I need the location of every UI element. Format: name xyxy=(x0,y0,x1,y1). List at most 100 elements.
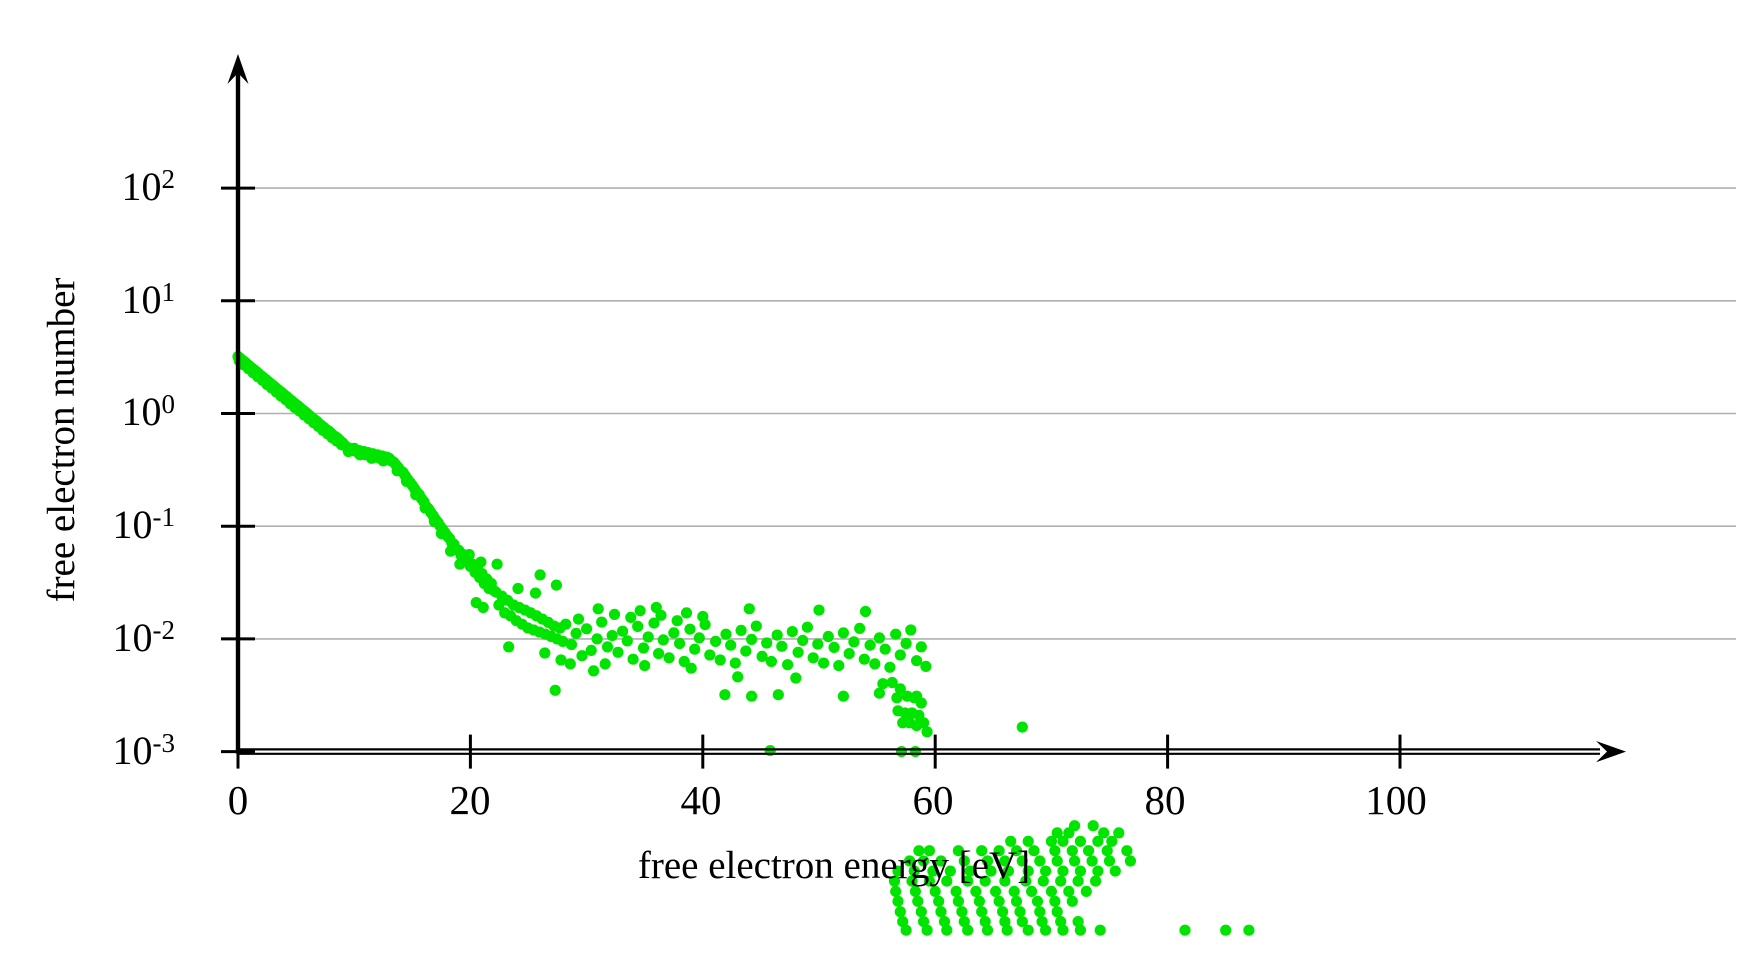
data-point xyxy=(976,906,988,918)
data-point xyxy=(512,582,524,595)
data-point xyxy=(897,916,909,928)
data-point xyxy=(859,605,872,618)
data-point xyxy=(952,895,965,907)
data-point xyxy=(617,625,629,637)
data-point xyxy=(818,657,830,669)
data-point xyxy=(918,717,930,729)
data-point xyxy=(1080,885,1092,898)
data-point xyxy=(1031,895,1044,907)
data-point xyxy=(557,635,569,648)
data-point xyxy=(1243,924,1255,936)
data-point xyxy=(653,648,665,660)
data-point xyxy=(366,452,378,464)
data-point xyxy=(463,549,475,561)
data-point xyxy=(419,502,431,514)
data-point xyxy=(964,865,976,877)
data-point xyxy=(858,653,870,665)
data-point xyxy=(981,924,994,936)
data-point xyxy=(1092,835,1104,847)
data-point xyxy=(894,683,906,695)
data-point xyxy=(886,676,898,689)
data-point xyxy=(493,599,505,611)
data-point xyxy=(1051,855,1063,867)
data-point xyxy=(891,692,903,704)
data-point xyxy=(765,655,778,668)
data-point xyxy=(693,632,705,644)
data-point xyxy=(879,643,891,655)
data-point xyxy=(854,622,866,635)
data-point xyxy=(941,924,953,936)
x-tick-label-100: 100 xyxy=(1365,777,1427,823)
data-point xyxy=(900,924,912,936)
data-point xyxy=(1069,855,1081,867)
data-point xyxy=(958,916,970,928)
data-point xyxy=(1057,865,1069,877)
data-point xyxy=(1020,875,1032,887)
data-point xyxy=(570,627,582,640)
data-point xyxy=(912,895,924,907)
data-point xyxy=(873,632,886,644)
data-point xyxy=(935,906,947,918)
data-point xyxy=(560,618,572,630)
data-point xyxy=(678,655,690,668)
data-point xyxy=(905,624,917,636)
data-point xyxy=(1002,865,1015,877)
data-point xyxy=(1051,906,1063,918)
data-point xyxy=(923,875,936,887)
data-point xyxy=(663,652,675,664)
data-point xyxy=(900,637,912,650)
y-tick-label-0.01: 10-2 xyxy=(112,614,176,661)
data-point xyxy=(1008,885,1020,898)
data-point xyxy=(1074,924,1086,936)
data-point xyxy=(909,885,922,898)
data-point xyxy=(655,609,667,621)
data-point xyxy=(1014,906,1026,918)
data-point xyxy=(873,687,886,699)
data-point xyxy=(786,626,798,638)
data-point xyxy=(1094,924,1106,936)
x-axis-arrow-icon xyxy=(1596,741,1626,763)
data-point xyxy=(491,558,503,570)
data-point xyxy=(822,630,834,643)
data-point xyxy=(555,654,567,666)
y-tick-label-1: 100 xyxy=(121,388,176,435)
data-point xyxy=(601,641,614,653)
data-point xyxy=(890,628,902,640)
data-point xyxy=(927,865,939,877)
data-point xyxy=(454,558,466,570)
data-point xyxy=(1092,865,1104,877)
data-point xyxy=(1022,924,1034,936)
data-point xyxy=(639,660,651,672)
data-point xyxy=(909,746,922,758)
data-point xyxy=(1066,845,1078,857)
data-point xyxy=(596,616,608,628)
data-point xyxy=(890,885,902,898)
data-point xyxy=(1063,827,1075,839)
data-point xyxy=(801,621,814,633)
data-point xyxy=(906,875,918,887)
data-point xyxy=(807,652,819,664)
data-point xyxy=(704,649,716,661)
data-point xyxy=(684,623,696,635)
data-point xyxy=(985,865,997,877)
data-point xyxy=(771,629,783,641)
data-point xyxy=(576,650,588,662)
data-point xyxy=(944,865,956,877)
data-point xyxy=(1016,855,1028,867)
data-point xyxy=(797,634,809,647)
data-point xyxy=(1109,865,1121,877)
data-point xyxy=(976,845,988,857)
data-point xyxy=(1113,827,1125,839)
x-axis-title: free electron energy [eV] xyxy=(637,844,1031,887)
data-point xyxy=(539,647,551,659)
data-point xyxy=(915,906,927,918)
data-point xyxy=(848,636,860,648)
data-point xyxy=(962,924,974,936)
x-tick-label-80: 80 xyxy=(1144,777,1186,823)
data-point xyxy=(1001,924,1013,936)
data-point xyxy=(792,646,804,658)
data-point xyxy=(503,641,515,653)
gridlines xyxy=(238,187,1736,640)
data-point xyxy=(400,475,413,487)
